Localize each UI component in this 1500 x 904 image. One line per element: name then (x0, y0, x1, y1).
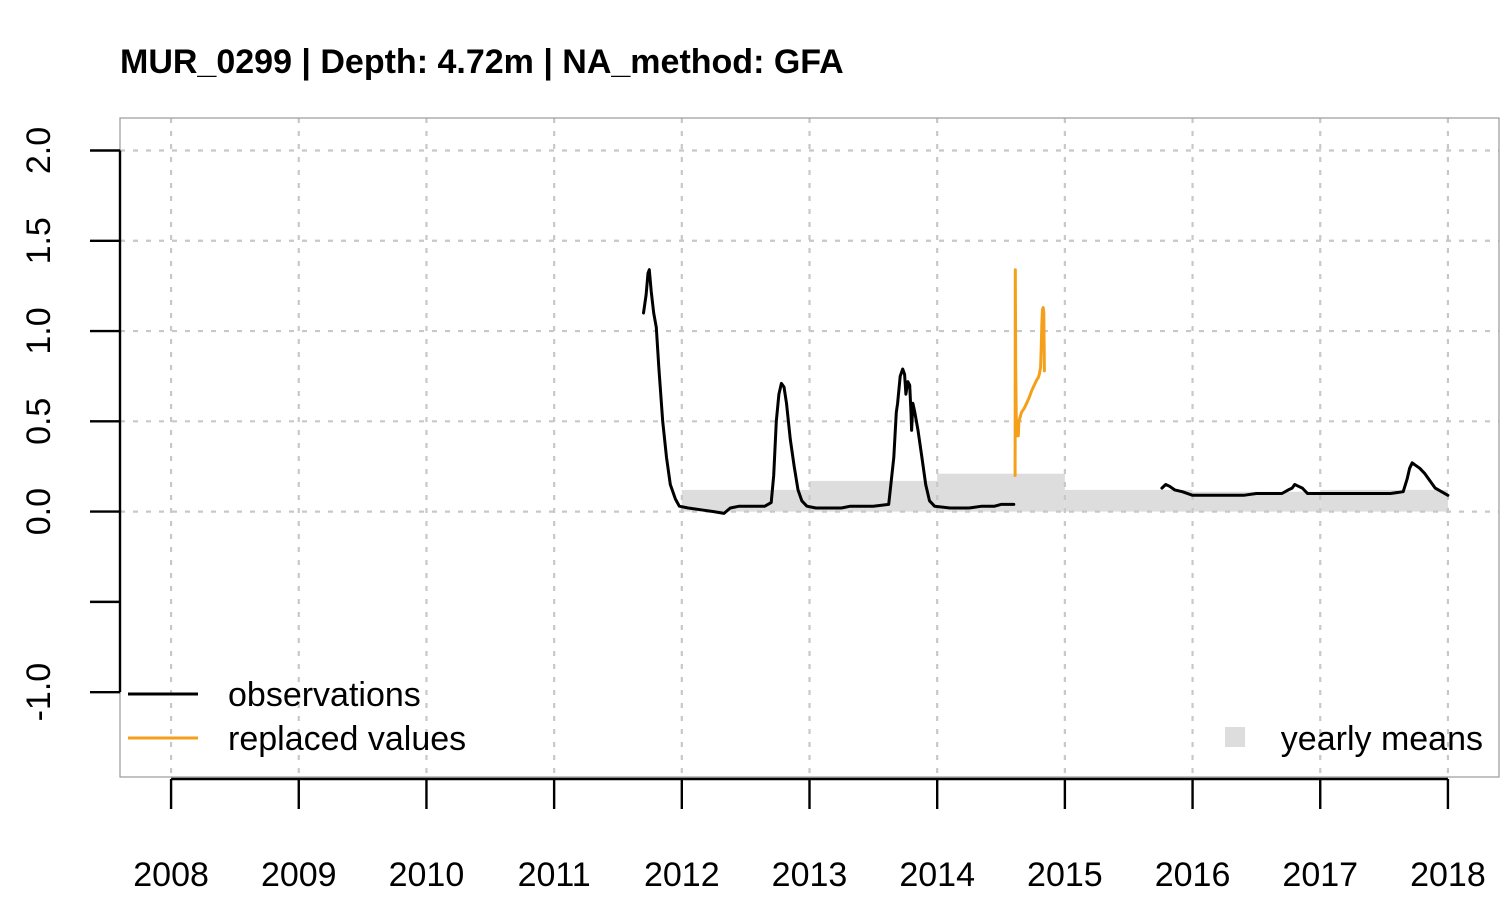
y-tick-label: 1.5 (20, 217, 58, 264)
x-tick-label: 2015 (1027, 856, 1103, 894)
legend-right-swatch-0 (1225, 727, 1245, 747)
series-line-replaced-values-0 (1013, 268, 1046, 477)
y-tick-label: 0.0 (20, 488, 58, 535)
yearly-mean-bar-5 (1320, 489, 1448, 512)
x-tick-label: 2013 (772, 856, 848, 894)
legend-label-1: replaced values (228, 720, 466, 758)
chart-title: MUR_0299 | Depth: 4.72m | NA_method: GFA (120, 43, 844, 81)
x-tick-label: 2016 (1155, 856, 1231, 894)
series-lines (642, 268, 1450, 515)
y-axis: -1.0 0.0 0.5 1.0 1.5 2.0 (20, 127, 122, 722)
x-axis: 2008 2009 2010 2011 2012 2013 2014 2015 2016 2017… (133, 777, 1486, 894)
legend-label-0: observations (228, 676, 421, 714)
y-tick-label: -1.0 (20, 663, 58, 722)
x-tick-label: 2009 (261, 856, 337, 894)
x-tick-label: 2017 (1282, 856, 1358, 894)
x-tick-label: 2014 (899, 856, 975, 894)
legend-left: observations replaced values (128, 676, 466, 758)
x-tick-label: 2010 (389, 856, 465, 894)
series-line-observations-0 (642, 268, 1016, 515)
x-tick-label: 2012 (644, 856, 720, 894)
y-tick-label: 2.0 (20, 127, 58, 174)
x-tick-label: 2018 (1410, 856, 1486, 894)
x-tick-label: 2011 (518, 856, 591, 894)
grid-lines (120, 118, 1499, 777)
x-tick-label: 2008 (133, 856, 209, 894)
legend-right: yearly means (1225, 720, 1483, 758)
yearly-mean-bar-3 (1064, 489, 1193, 512)
yearly-mean-bar-0 (681, 489, 810, 512)
series-line-observations-1 (1160, 461, 1450, 497)
y-tick-label: 0.5 (20, 398, 58, 445)
y-tick-label: 1.0 (20, 307, 58, 354)
legend-right-label-0: yearly means (1281, 720, 1483, 758)
